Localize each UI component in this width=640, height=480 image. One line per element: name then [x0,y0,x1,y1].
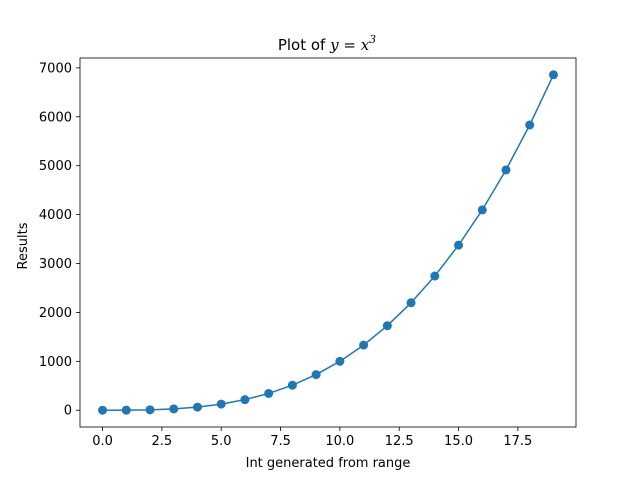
data-point [264,388,274,398]
data-point [501,165,511,175]
data-point [430,271,440,281]
x-axis-label: Int generated from range [246,456,411,471]
data-point [454,240,464,250]
y-tick-label: 5000 [39,159,72,174]
axes-frame [79,57,577,428]
data-point [359,340,369,350]
x-tick-label: 7.5 [270,434,291,449]
data-point [287,380,297,390]
y-axis-label: Results [16,222,31,269]
data-point [216,399,226,409]
y-tick-label: 3000 [39,257,72,272]
data-point [477,205,487,215]
data-point [525,120,535,130]
data-point [192,402,202,412]
data-point [145,405,155,415]
data-point [335,356,345,366]
y-tick-label: 6000 [39,110,72,125]
chart-title: Plot of y = x3 [278,33,376,54]
plot-area [98,70,558,415]
y-tick-label: 2000 [39,306,72,321]
data-point [406,298,416,308]
data-point [98,405,108,415]
data-point [382,321,392,331]
x-tick-label: 0.0 [92,434,113,449]
x-tick-label: 2.5 [152,434,173,449]
axes: 0.0 2.5 5.0 7.5 10.0 12.5 15.0 17.5 0 1000 2000 300… [39,57,577,449]
data-point [240,395,250,405]
data-point [169,404,179,414]
y-tick-label: 4000 [39,208,72,223]
y-tick-label: 1000 [39,355,72,370]
x-tick-label: 5.0 [211,434,232,449]
x-tick-label: 10.0 [325,434,354,449]
data-point [548,70,558,80]
y-tick-label: 0 [64,404,72,419]
x-tick-label: 17.5 [503,434,532,449]
x-tick-label: 12.5 [385,434,414,449]
data-point [121,405,131,415]
x-tick-label: 15.0 [444,434,473,449]
y-tick-label: 7000 [39,61,72,76]
data-point [311,370,321,380]
